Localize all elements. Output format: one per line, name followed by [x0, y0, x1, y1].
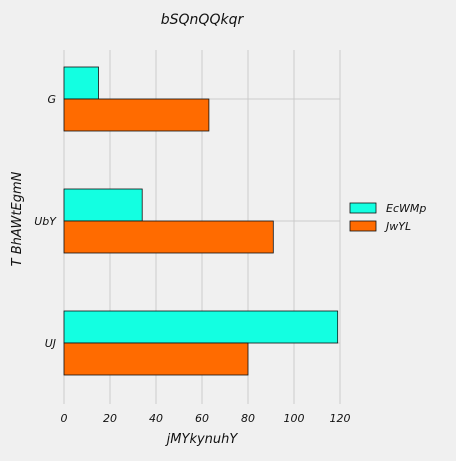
y-tick-label-g: G — [47, 93, 56, 106]
x-tick-label-20: 20 — [103, 412, 117, 425]
x-tick-label-0: 0 — [61, 412, 68, 425]
bar-ecwmp-g — [63, 66, 99, 100]
x-tick-labels: 0 20 40 60 80 100 120 — [61, 412, 351, 425]
chart-title: bSQnQQkqr — [161, 12, 245, 28]
x-axis-label: jMYkynuhY — [165, 432, 239, 447]
legend: EcWMp JwYL — [349, 202, 426, 233]
bar-jwyl-g — [63, 98, 210, 132]
bar-ecwmp-uj — [63, 310, 339, 344]
y-tick-label-uby: UbY — [34, 215, 57, 228]
x-tick-label-40: 40 — [149, 412, 163, 425]
y-tick-label-uj: UJ — [45, 337, 56, 350]
legend-label-ecwmp: EcWMp — [386, 202, 426, 215]
bars — [63, 66, 339, 376]
y-tick-labels: UJ UbY G — [34, 93, 57, 350]
x-tick-label-120: 120 — [330, 412, 351, 425]
y-axis-label: T BhAWtEgmN — [10, 171, 25, 266]
bar-ecwmp-uby — [63, 188, 143, 222]
legend-swatch-ecwmp — [349, 202, 377, 214]
legend-swatch-jwyl — [349, 220, 377, 232]
x-tick-label-100: 100 — [284, 412, 305, 425]
x-tick-label-60: 60 — [195, 412, 209, 425]
legend-label-jwyl: JwYL — [384, 220, 411, 233]
x-tick-label-80: 80 — [241, 412, 255, 425]
bar-jwyl-uj — [63, 342, 249, 376]
bar-jwyl-uby — [63, 220, 274, 254]
